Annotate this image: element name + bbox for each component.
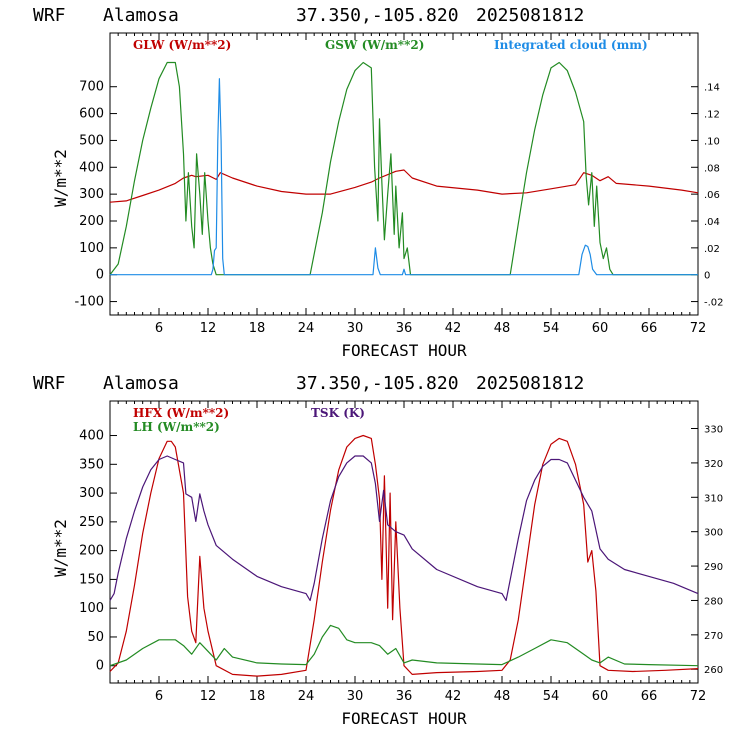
x-tick-label: 12: [200, 321, 217, 336]
x-tick-label: 54: [543, 689, 560, 704]
header-run: 2025081812: [476, 5, 584, 26]
x-tick-label: 30: [347, 689, 364, 704]
y2-tick-label: 260: [704, 665, 723, 676]
y-tick-label: 200: [79, 214, 104, 229]
y-tick-label: 100: [79, 241, 104, 256]
y2-tick-label: .02: [704, 244, 720, 255]
legend-hfx: HFX (W/m**2): [133, 406, 229, 420]
y2-tick-label: .06: [704, 190, 720, 201]
header-station: Alamosa: [103, 373, 179, 394]
x-tick-label: 48: [494, 689, 511, 704]
legend-glw: GLW (W/m**2): [133, 38, 231, 52]
series-line-2: [109, 455, 699, 602]
y2-tick-label: .12: [704, 110, 720, 121]
series-line-0: [109, 434, 699, 677]
y-tick-label: 0: [96, 659, 104, 674]
header-station: Alamosa: [103, 5, 179, 26]
legend-gsw: GSW (W/m**2): [325, 38, 424, 52]
y-tick-label: 0: [96, 268, 104, 283]
x-tick-label: 6: [155, 689, 163, 704]
y-axis-label: W/m**2: [51, 149, 70, 207]
y2-tick-label: .14: [704, 83, 720, 94]
chart-panel-bottom: WRF Alamosa 37.350,-105.820 2025081812 H…: [33, 373, 723, 728]
y2-tick-label: 280: [704, 596, 723, 607]
y-tick-label: 600: [79, 107, 104, 122]
y2-tick-label: 330: [704, 425, 723, 436]
y2-tick-label: 300: [704, 528, 723, 539]
x-tick-label: 18: [249, 689, 266, 704]
x-tick-label: 24: [298, 689, 315, 704]
header-run: 2025081812: [476, 373, 584, 394]
series-lines: [109, 61, 699, 276]
x-tick-label: 66: [641, 689, 658, 704]
x-tick-label: 12: [200, 689, 217, 704]
x-tick-label: 72: [690, 321, 707, 336]
y2-tick-label: 0: [704, 271, 710, 282]
y-tick-label: 350: [79, 457, 104, 472]
y-tick-label: 250: [79, 515, 104, 530]
y2-tick-label: 320: [704, 459, 723, 470]
x-axis-label: FORECAST HOUR: [341, 709, 467, 728]
y-tick-label: 700: [79, 80, 104, 95]
y2-tick-label: 270: [704, 631, 723, 642]
y2-tick-label: .08: [704, 163, 720, 174]
legend-lh: LH (W/m**2): [133, 420, 220, 434]
header-coords: 37.350,-105.820: [296, 373, 459, 394]
y2-tick-label: -.02: [704, 298, 724, 309]
x-axis-label: FORECAST HOUR: [341, 341, 467, 360]
x-tick-label: 60: [592, 689, 609, 704]
y-tick-label: 100: [79, 601, 104, 616]
y2-tick-label: .04: [704, 217, 720, 228]
y-tick-label: 500: [79, 133, 104, 148]
x-tick-label: 54: [543, 321, 560, 336]
y-tick-label: 200: [79, 544, 104, 559]
y-tick-label: 150: [79, 572, 104, 587]
x-tick-label: 6: [155, 321, 163, 336]
x-tick-label: 72: [690, 689, 707, 704]
x-tick-label: 42: [445, 689, 462, 704]
y2-tick-label: 310: [704, 493, 723, 504]
header-model: WRF: [33, 5, 66, 26]
y-axis-label: W/m**2: [51, 519, 70, 577]
y-tick-label: -100: [74, 295, 104, 310]
header-coords: 37.350,-105.820: [296, 5, 459, 26]
legend-tsk: TSK (K): [311, 406, 365, 420]
axis-ticks: 6 12 18 24 30 36 42 48 54 60 66 72 -100 0 100 200 300 400…: [74, 33, 724, 336]
series-line-2: [110, 78, 698, 276]
x-tick-label: 48: [494, 321, 511, 336]
x-tick-label: 60: [592, 321, 609, 336]
y2-tick-label: .10: [704, 136, 720, 147]
series-line-1: [109, 61, 698, 276]
y-tick-label: 300: [79, 486, 104, 501]
y-tick-label: 400: [79, 429, 104, 444]
y-tick-label: 300: [79, 187, 104, 202]
x-tick-label: 30: [347, 321, 364, 336]
axis-ticks: 6 12 18 24 30 36 42 48 54 60 66 72 0 50 100 150 200 250 30…: [79, 401, 723, 704]
y2-tick-label: 290: [704, 562, 723, 573]
x-tick-label: 36: [396, 689, 413, 704]
series-line-1: [109, 624, 699, 667]
series-lines: [109, 434, 699, 677]
x-tick-label: 66: [641, 321, 658, 336]
legend-cloud: Integrated cloud (mm): [494, 38, 648, 52]
x-tick-label: 18: [249, 321, 266, 336]
y-tick-label: 50: [87, 630, 104, 645]
x-tick-label: 36: [396, 321, 413, 336]
x-tick-label: 42: [445, 321, 462, 336]
header-model: WRF: [33, 373, 66, 394]
y-tick-label: 400: [79, 160, 104, 175]
x-tick-label: 24: [298, 321, 315, 336]
chart-panel-top: WRF Alamosa 37.350,-105.820 2025081812 G…: [33, 5, 724, 360]
